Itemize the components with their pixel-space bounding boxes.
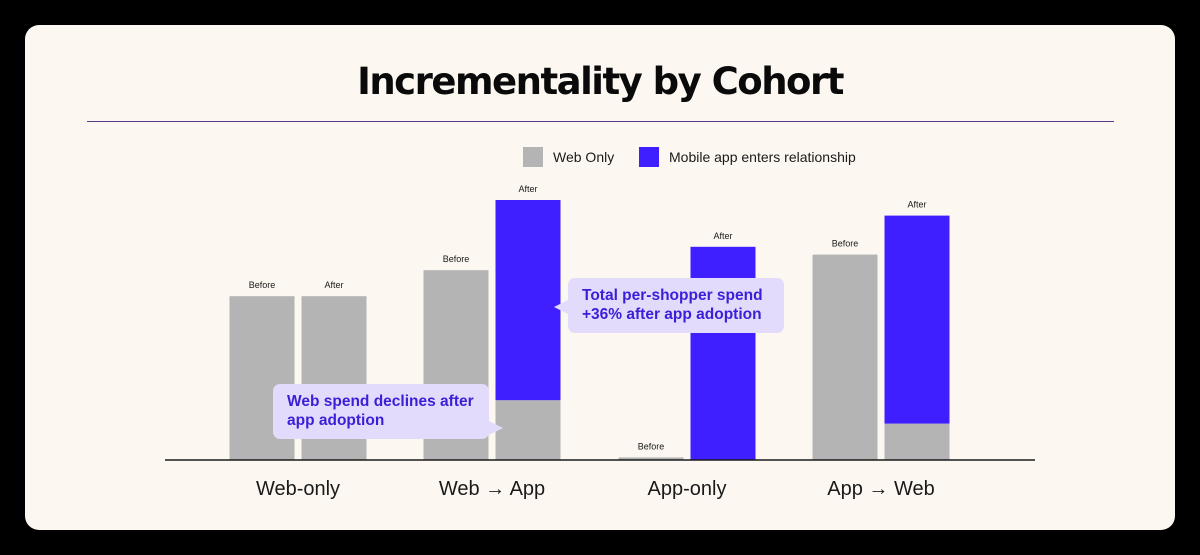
bar-before-label: Before: [249, 280, 276, 290]
chart-card: [25, 25, 1175, 530]
bar-after-label: After: [907, 200, 926, 210]
bar-after-web-1: [495, 400, 561, 460]
callout-pointer: [554, 300, 568, 314]
chart-title: Incrementality by Cohort: [357, 60, 844, 103]
category-label: App-only: [648, 478, 727, 500]
legend-item-web-only: Web Only: [523, 147, 614, 167]
bar-after-label: After: [324, 280, 343, 290]
bar-before-web-2: [618, 457, 684, 460]
callout-web-decline-text: Web spend declines after app adoption: [287, 393, 474, 429]
bar-after-label: After: [518, 184, 537, 194]
legend-label-web-only: Web Only: [553, 149, 615, 165]
category-label: Web-only: [256, 478, 340, 500]
bar-before-label: Before: [638, 441, 665, 451]
title-divider: [87, 121, 1114, 122]
legend-swatch-mobile-app: [639, 147, 659, 167]
bar-before-web-3: [812, 254, 878, 460]
legend-label-mobile-app: Mobile app enters relationship: [669, 149, 856, 165]
bar-before-label: Before: [443, 254, 470, 264]
category-label: Web → App: [439, 478, 545, 500]
callout-total-spend-text: Total per-shopper spend +36% after app a…: [582, 287, 763, 323]
callout-web-decline: Web spend declines after app adoption: [273, 384, 503, 439]
legend-swatch-web-only: [523, 147, 543, 167]
legend-item-mobile-app: Mobile app enters relationship: [639, 147, 856, 167]
bar-after-app-3: [884, 215, 950, 424]
bar-after-web-3: [884, 423, 950, 460]
category-label: App → Web: [827, 478, 934, 500]
bar-after-label: After: [713, 231, 732, 241]
callout-total-spend: Total per-shopper spend +36% after app a…: [554, 278, 784, 333]
bar-before-label: Before: [832, 239, 859, 249]
callout-pointer: [489, 421, 503, 435]
bar-after-app-1: [495, 200, 561, 401]
